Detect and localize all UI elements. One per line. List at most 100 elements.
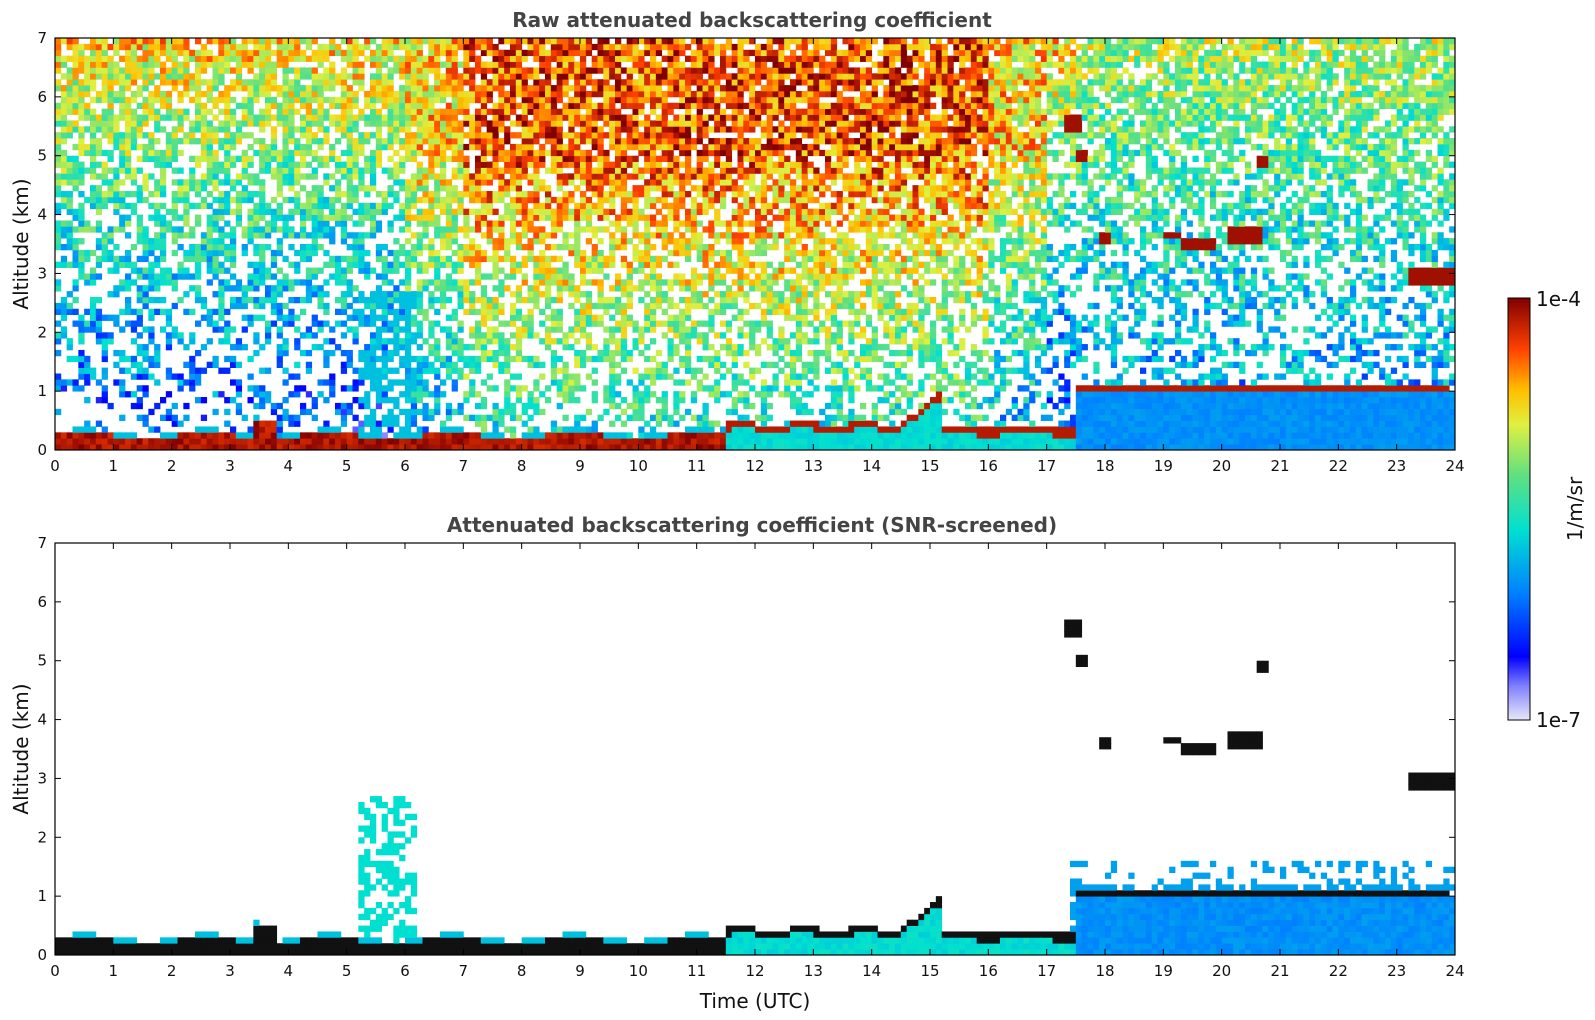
heatmap-cell xyxy=(352,244,359,251)
heatmap-cell xyxy=(556,126,563,133)
heatmap-cell xyxy=(562,338,569,345)
heatmap-cell xyxy=(346,444,353,451)
heatmap-cell xyxy=(515,102,523,110)
heatmap-cell xyxy=(95,397,103,404)
heatmap-cell xyxy=(375,255,383,263)
heatmap-cell xyxy=(364,208,371,215)
heatmap-cell xyxy=(323,196,330,204)
heatmap-cell xyxy=(200,414,208,421)
heatmap-cell xyxy=(142,373,149,380)
heatmap-cell xyxy=(533,426,540,433)
heatmap-cell xyxy=(650,43,657,51)
heatmap-cell xyxy=(294,373,301,380)
heatmap-cell xyxy=(580,326,587,333)
heatmap-cell xyxy=(276,202,283,210)
heatmap-cell xyxy=(235,432,243,439)
heatmap-cell xyxy=(667,302,674,310)
heatmap-cell xyxy=(615,143,622,151)
heatmap-cell xyxy=(521,126,528,133)
heatmap-cell xyxy=(200,444,208,451)
heatmap-cell xyxy=(200,67,208,74)
heatmap-cell xyxy=(189,367,196,374)
heatmap-cell xyxy=(247,155,254,162)
heatmap-cell xyxy=(78,67,85,74)
heatmap-cell xyxy=(422,196,429,204)
heatmap-cell xyxy=(445,196,453,204)
heatmap-cell xyxy=(259,126,266,133)
heatmap-cell xyxy=(90,314,97,321)
heatmap-cell xyxy=(603,261,610,268)
heatmap-cell xyxy=(270,273,278,280)
heatmap-cell xyxy=(300,208,307,215)
heatmap-cell xyxy=(603,167,610,174)
heatmap-cell xyxy=(253,96,260,104)
heatmap-cell xyxy=(457,432,464,439)
heatmap-cell xyxy=(125,55,132,62)
heatmap-cell xyxy=(685,244,692,251)
heatmap-cell xyxy=(364,302,371,310)
heatmap-cell xyxy=(504,426,511,433)
heatmap-cell xyxy=(416,85,423,92)
heatmap-cell xyxy=(422,96,429,104)
heatmap-cell xyxy=(259,149,266,157)
heatmap-cell xyxy=(626,155,633,162)
heatmap-cell xyxy=(609,179,616,186)
heatmap-cell xyxy=(510,320,517,327)
heatmap-cell xyxy=(492,332,499,339)
heatmap-cell xyxy=(609,126,616,133)
heatmap-cell xyxy=(370,108,377,115)
heatmap-cell xyxy=(533,132,540,139)
heatmap-cell xyxy=(655,179,663,186)
heatmap-cell xyxy=(451,220,458,227)
heatmap-cell xyxy=(422,408,429,416)
heatmap-cell xyxy=(276,326,283,333)
heatmap-cell xyxy=(78,314,85,321)
heatmap-cell xyxy=(626,220,633,227)
heatmap-cell xyxy=(410,296,418,304)
heatmap-cell xyxy=(585,132,593,139)
heatmap-cell xyxy=(515,385,523,392)
heatmap-cell xyxy=(66,291,73,298)
heatmap-cell xyxy=(416,238,423,245)
heatmap-cell xyxy=(189,202,196,210)
heatmap-cell xyxy=(119,161,126,168)
heatmap-cell xyxy=(154,261,161,268)
heatmap-cell xyxy=(288,108,295,115)
heatmap-cell xyxy=(288,214,295,221)
heatmap-cell xyxy=(603,96,610,104)
heatmap-cell xyxy=(119,179,126,186)
heatmap-cell xyxy=(685,426,692,433)
heatmap-cell xyxy=(603,61,610,68)
heatmap-cell xyxy=(183,255,190,263)
heatmap-cell xyxy=(655,102,663,110)
heatmap-cell xyxy=(282,432,289,439)
heatmap-cell xyxy=(510,90,517,98)
heatmap-cell xyxy=(95,191,103,198)
heatmap-cell xyxy=(650,432,657,439)
heatmap-cell xyxy=(200,244,208,251)
heatmap-cell xyxy=(650,167,657,174)
heatmap-cell xyxy=(78,238,85,245)
heatmap-cell xyxy=(399,249,406,257)
heatmap-cell xyxy=(434,308,441,316)
heatmap-cell xyxy=(311,314,318,321)
heatmap-cell xyxy=(113,320,120,327)
heatmap-cell xyxy=(562,344,569,351)
heatmap-cell xyxy=(510,355,517,363)
heatmap-cell xyxy=(679,79,686,86)
heatmap-cell xyxy=(679,202,686,210)
heatmap-cell xyxy=(224,202,231,210)
heatmap-cell xyxy=(148,191,155,198)
heatmap-cell xyxy=(317,220,324,227)
heatmap-cell xyxy=(200,43,208,51)
heatmap-cell xyxy=(294,126,301,133)
heatmap-cell xyxy=(148,79,155,86)
heatmap-cell xyxy=(352,143,359,151)
heatmap-cell xyxy=(101,49,108,57)
heatmap-cell xyxy=(113,285,120,292)
heatmap-cell xyxy=(428,296,435,304)
heatmap-cell xyxy=(410,302,418,310)
heatmap-cell xyxy=(463,432,470,439)
heatmap-cell xyxy=(55,67,62,74)
heatmap-cell xyxy=(335,255,342,263)
